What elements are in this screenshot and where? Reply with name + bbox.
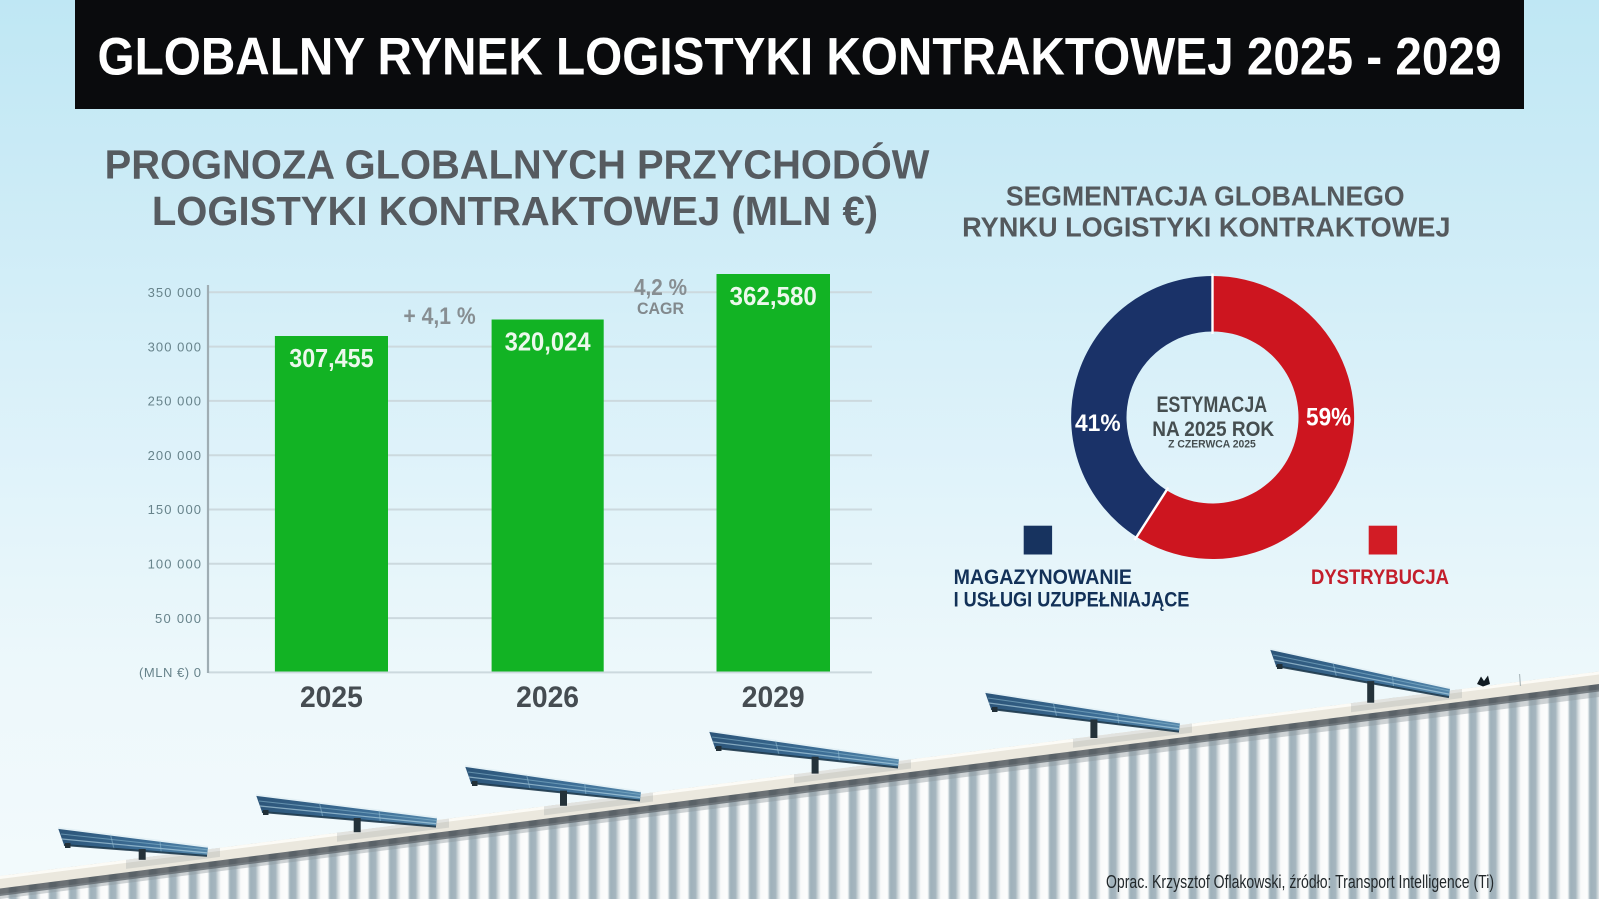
- svg-text:150 000: 150 000: [148, 502, 201, 517]
- svg-text:320,024: 320,024: [505, 328, 592, 356]
- svg-text:Z CZERWCA 2025: Z CZERWCA 2025: [1168, 438, 1256, 450]
- svg-text:4,2 %: 4,2 %: [634, 274, 687, 300]
- svg-text:(MLN €) 0: (MLN €) 0: [139, 665, 201, 680]
- svg-text:2029: 2029: [742, 681, 805, 714]
- svg-text:RYNKU LOGISTYKI KONTRAKTOWEJ: RYNKU LOGISTYKI KONTRAKTOWEJ: [962, 212, 1450, 243]
- svg-text:LOGISTYKI KONTRAKTOWEJ (MLN €): LOGISTYKI KONTRAKTOWEJ (MLN €): [152, 188, 878, 234]
- svg-text:NA 2025 ROK: NA 2025 ROK: [1152, 418, 1274, 441]
- svg-text:59%: 59%: [1306, 403, 1351, 431]
- svg-text:50 000: 50 000: [155, 611, 201, 626]
- svg-text:250 000: 250 000: [148, 394, 201, 409]
- svg-text:350 000: 350 000: [148, 285, 201, 300]
- svg-text:2025: 2025: [300, 681, 363, 714]
- svg-text:+ 4,1 %: + 4,1 %: [403, 303, 475, 330]
- svg-text:200 000: 200 000: [148, 448, 201, 463]
- svg-text:PROGNOZA GLOBALNYCH PRZYCHODÓW: PROGNOZA GLOBALNYCH PRZYCHODÓW: [105, 142, 931, 188]
- svg-text:2026: 2026: [516, 681, 579, 714]
- svg-text:DYSTRYBUCJA: DYSTRYBUCJA: [1311, 565, 1449, 589]
- svg-text:ESTYMACJA: ESTYMACJA: [1156, 392, 1267, 417]
- svg-text:100 000: 100 000: [148, 557, 201, 572]
- svg-text:Oprac. Krzysztof Oflakowski, ź: Oprac. Krzysztof Oflakowski, źródło: Tra…: [1106, 871, 1494, 892]
- svg-text:362,580: 362,580: [730, 283, 817, 311]
- svg-text:307,455: 307,455: [289, 345, 373, 373]
- svg-text:CAGR: CAGR: [637, 300, 684, 318]
- svg-text:I USŁUGI UZUPEŁNIAJĄCE: I USŁUGI UZUPEŁNIAJĄCE: [954, 588, 1190, 611]
- svg-text:41%: 41%: [1075, 410, 1121, 437]
- svg-text:SEGMENTACJA GLOBALNEGO: SEGMENTACJA GLOBALNEGO: [1006, 181, 1405, 212]
- svg-text:GLOBALNY RYNEK LOGISTYKI KONTR: GLOBALNY RYNEK LOGISTYKI KONTRAKTOWEJ 20…: [98, 28, 1502, 87]
- svg-text:300 000: 300 000: [148, 339, 201, 354]
- svg-text:MAGAZYNOWANIE: MAGAZYNOWANIE: [954, 566, 1132, 589]
